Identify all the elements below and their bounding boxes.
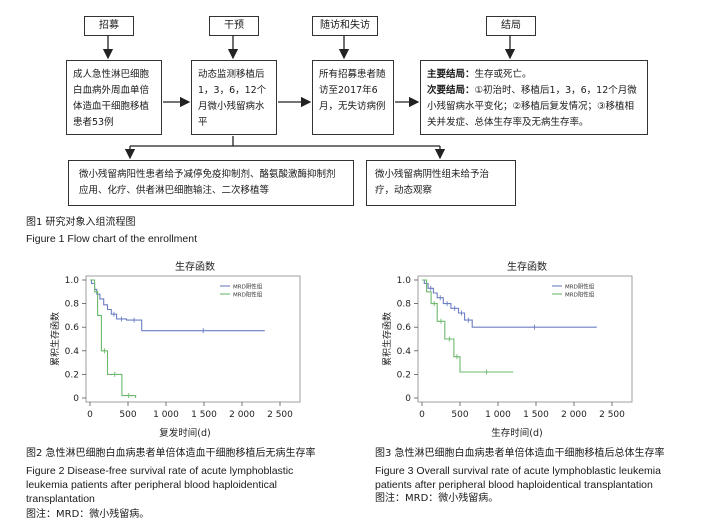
header-followup: 随访和失访 xyxy=(312,16,378,36)
y-tick-label: 0.2 xyxy=(397,370,411,380)
y-tick-label: 1.0 xyxy=(397,276,412,286)
figure-3-note: 图注：MRD：微小残留病。 xyxy=(375,493,499,504)
box-recruit-text: 成人急性淋巴细胞白血病外周血单倍体造血干细胞移植患者53例 xyxy=(73,69,150,128)
y-axis-label: 累积生存函数 xyxy=(381,312,393,366)
plot-frame xyxy=(417,275,633,403)
box-intervene: 动态监测移植后1，3，6，12个月微小残留病水平 xyxy=(191,60,277,135)
y-tick-label: 0.6 xyxy=(397,323,412,333)
chart-title: 生存函数 xyxy=(507,260,547,273)
x-tick-label: 0 xyxy=(419,410,425,420)
legend-label: MRD阴性组 xyxy=(233,283,263,291)
chart-title: 生存函数 xyxy=(175,260,215,273)
figure-2-caption-en-2: leukemia patients after peripheral blood… xyxy=(26,479,277,491)
figure-3-caption-en-1: Figure 3 Overall survival rate of acute … xyxy=(375,465,661,477)
x-tick-label: 1 000 xyxy=(153,410,179,420)
box-mrd-positive-text: 微小残留病阳性患者给予减停免疫抑制剂、酪氨酸激酶抑制剂应用、化疗、供者淋巴细胞输… xyxy=(79,169,336,196)
legend-label: MRD阴性组 xyxy=(565,283,595,291)
figure-2-km-chart: 生存函数 0 0.2 0.4 0.6 0.8 1.0 0 500 1 000 1 500 2 000 2… xyxy=(49,260,301,439)
x-axis-label: 生存时间(d) xyxy=(491,427,542,439)
y-tick-label: 0.6 xyxy=(65,323,80,333)
y-tick-label: 0 xyxy=(405,394,411,404)
box-mrd-negative: 微小残留病阴性组未给予治疗，动态观察 xyxy=(366,160,516,206)
x-tick-label: 1 000 xyxy=(485,410,511,420)
y-tick-label: 0.4 xyxy=(65,347,80,357)
figure-1-caption-cn: 图1 研究对象入组流程图 xyxy=(26,217,136,228)
x-tick-label: 0 xyxy=(87,410,93,420)
figure-2-caption-cn: 图2 急性淋巴细胞白血病患者单倍体造血干细胞移植后无病生存率 xyxy=(26,448,316,459)
figure-1-caption-en: Figure 1 Flow chart of the enrollment xyxy=(26,233,197,245)
y-tick-label: 0.2 xyxy=(65,370,79,380)
box-followup-text: 所有招募患者随访至2017年6月，无失访病例 xyxy=(319,69,386,112)
legend-label: MRD阳性组 xyxy=(565,291,595,299)
figure-3-caption-en-2: patients after peripheral blood haploide… xyxy=(375,479,653,491)
box-followup: 所有招募患者随访至2017年6月，无失访病例 xyxy=(312,60,394,135)
y-axis-label: 累积生存函数 xyxy=(49,312,61,366)
x-axis-label: 复发时间(d) xyxy=(159,427,210,439)
y-tick-label: 0.8 xyxy=(65,300,80,310)
series-line-mrd-negative xyxy=(422,279,597,328)
box-mrd-negative-text: 微小残留病阴性组未给予治疗，动态观察 xyxy=(375,169,490,196)
figure-2-caption-en-3: transplantation xyxy=(26,493,95,505)
outcome-secondary-text: ①初治时、移植后1，3，6，12个月微小残留病水平变化；②移植后复发情况；③移植… xyxy=(427,85,637,128)
series-line-mrd-positive xyxy=(90,279,137,398)
outcome-primary-label: 主要结局： xyxy=(427,69,475,80)
box-outcome: 主要结局：生存或死亡。 次要结局：①初治时、移植后1，3，6，12个月微小残留病… xyxy=(420,60,648,135)
box-mrd-positive: 微小残留病阳性患者给予减停免疫抑制剂、酪氨酸激酶抑制剂应用、化疗、供者淋巴细胞输… xyxy=(68,160,354,206)
figure-2-caption-en-1: Figure 2 Disease-free survival rate of a… xyxy=(26,465,294,477)
outcome-primary-text: 生存或死亡。 xyxy=(474,69,532,80)
figure-3-caption-cn: 图3 急性淋巴细胞白血病患者单倍体造血干细胞移植后总体生存率 xyxy=(375,448,665,459)
x-tick-label: 1 500 xyxy=(523,410,549,420)
plot-frame xyxy=(85,275,301,403)
y-tick-label: 1.0 xyxy=(65,276,80,286)
legend-label: MRD阳性组 xyxy=(233,291,263,299)
x-tick-label: 500 xyxy=(119,410,136,420)
x-tick-label: 2 500 xyxy=(267,410,293,420)
y-tick-label: 0.4 xyxy=(397,347,412,357)
figure-2-note: 图注：MRD：微小残留病。 xyxy=(26,509,150,520)
flowchart-connectors xyxy=(102,35,516,160)
y-tick-label: 0.8 xyxy=(397,300,412,310)
figure-3-km-chart: 生存函数 0 0.2 0.4 0.6 0.8 1.0 0 500 1 000 1 500 2 000 2… xyxy=(381,260,633,439)
header-intervene: 干预 xyxy=(209,16,259,36)
outcome-secondary-label: 次要结局： xyxy=(427,85,475,96)
box-recruit: 成人急性淋巴细胞白血病外周血单倍体造血干细胞移植患者53例 xyxy=(66,60,162,135)
y-tick-label: 0 xyxy=(73,394,79,404)
header-outcome: 结局 xyxy=(486,16,536,36)
x-tick-label: 1 500 xyxy=(191,410,217,420)
x-tick-label: 500 xyxy=(451,410,468,420)
series-line-mrd-positive xyxy=(422,279,514,373)
x-tick-label: 2 500 xyxy=(599,410,625,420)
x-tick-label: 2 000 xyxy=(229,410,255,420)
header-recruit: 招募 xyxy=(84,16,134,36)
box-intervene-text: 动态监测移植后1，3，6，12个月微小残留病水平 xyxy=(198,69,267,128)
x-tick-label: 2 000 xyxy=(561,410,587,420)
